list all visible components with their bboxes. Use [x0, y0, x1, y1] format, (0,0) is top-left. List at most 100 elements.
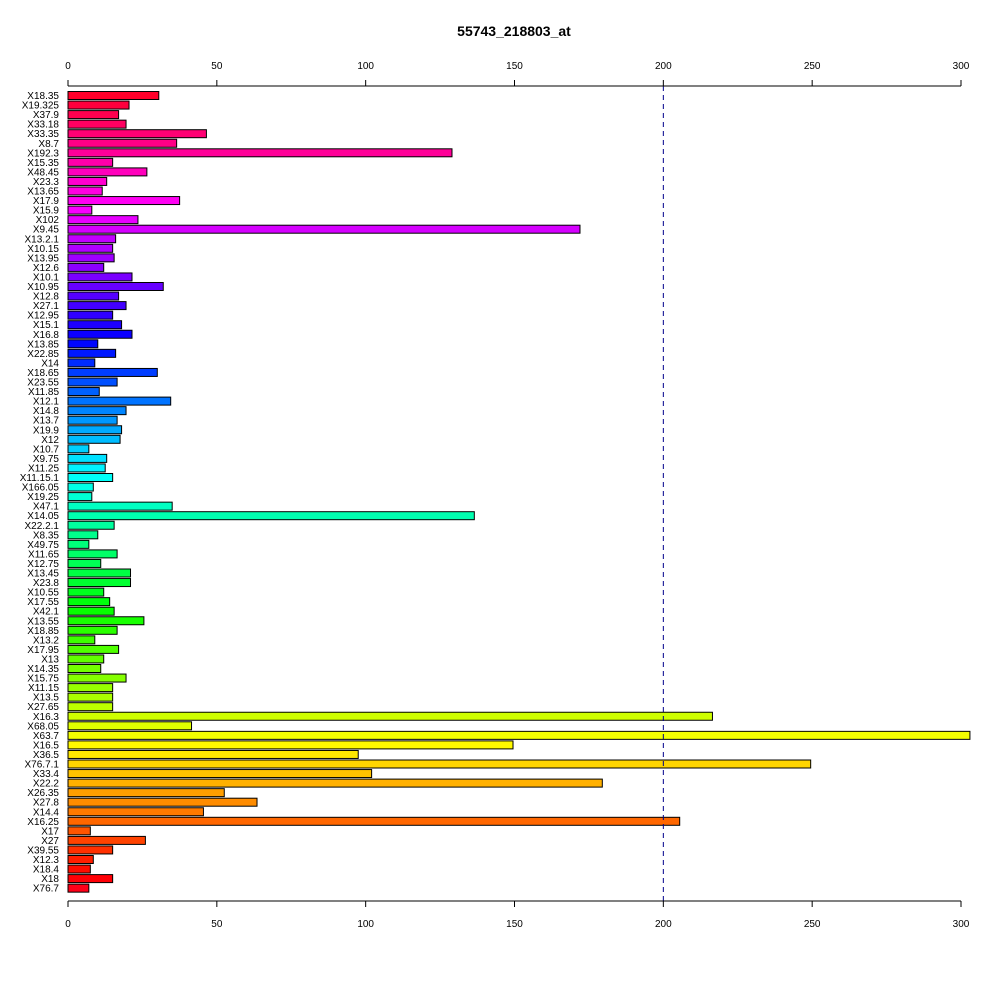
bar-X16.25 [67, 816, 681, 826]
bar-X18.35 [67, 91, 160, 100]
bar-X10.15 [67, 243, 114, 253]
bar-X48.45 [67, 167, 148, 177]
category-label: X13.55 [27, 616, 59, 627]
category-label: X23.8 [33, 578, 60, 589]
bar-X12 [67, 434, 121, 444]
category-label: X11.25 [28, 463, 59, 474]
bar-X13.65 [67, 186, 103, 196]
category-label: X47.1 [33, 502, 60, 513]
bar-X42.1 [67, 606, 115, 616]
category-label: X23.3 [33, 177, 60, 188]
category-label: X13.85 [27, 339, 59, 350]
bar-X19.9 [67, 425, 123, 435]
bar-X23.3 [67, 176, 108, 186]
bar-X12.95 [67, 310, 114, 320]
category-label: X42.1 [33, 607, 60, 618]
bar-X12.3 [67, 855, 94, 864]
category-label: X76.7.1 [25, 760, 60, 771]
bar-X13.95 [67, 253, 115, 263]
category-label: X12.75 [27, 559, 59, 570]
bar-X12.1 [67, 396, 172, 406]
category-label: X10.95 [27, 282, 59, 293]
category-label: X102 [36, 215, 60, 226]
bar-X16.8 [67, 329, 133, 339]
category-label: X49.75 [27, 540, 59, 551]
bottom-tick-label: 300 [953, 919, 970, 930]
bar-X36.5 [67, 749, 359, 759]
category-label: X18.65 [27, 368, 59, 379]
bar-X14 [67, 358, 96, 368]
category-label: X27.1 [33, 301, 60, 312]
bar-X18.4 [67, 864, 91, 874]
bar-X11.65 [67, 549, 118, 559]
category-label: X15.1 [33, 320, 60, 331]
category-label: X33.4 [33, 769, 60, 780]
bar-X11.85 [67, 387, 100, 397]
chart-title: 55743_218803_at [457, 23, 571, 39]
category-label: X14.05 [27, 511, 59, 522]
category-label: X16.3 [33, 712, 60, 723]
category-label: X15.9 [33, 206, 60, 217]
bar-X17.9 [67, 196, 181, 206]
bar-X10.1 [67, 272, 133, 282]
bar-X14.35 [67, 664, 102, 673]
top-tick-label: 100 [357, 61, 374, 72]
category-label: X166.05 [22, 483, 60, 494]
bottom-tick-label: 100 [357, 919, 374, 930]
category-label: X17.95 [27, 645, 59, 656]
category-label: X9.75 [33, 454, 60, 465]
top-tick-label: 200 [655, 61, 672, 72]
bar-X9.45 [67, 224, 581, 234]
category-label: X12.3 [33, 855, 60, 866]
category-label: X37.9 [33, 110, 60, 121]
category-label: X27 [41, 836, 59, 847]
category-label: X10.15 [27, 244, 59, 255]
bar-X26.35 [67, 788, 225, 798]
category-label: X33.35 [27, 129, 59, 140]
bar-X17.55 [67, 597, 111, 607]
category-label: X63.7 [33, 731, 60, 742]
category-label: X13.2 [33, 635, 60, 646]
category-label: X12.8 [33, 292, 60, 303]
category-label: X8.35 [33, 530, 60, 541]
bottom-tick-label: 200 [655, 919, 672, 930]
category-label: X13.2.1 [25, 234, 60, 245]
bar-X76.7.1 [67, 759, 812, 769]
category-label: X17 [41, 826, 59, 837]
category-label: X17.9 [33, 196, 60, 207]
top-tick-label: 250 [804, 61, 821, 72]
category-label: X14.35 [27, 664, 59, 675]
bar-X14.4 [67, 807, 204, 817]
bar-X13 [67, 654, 105, 664]
bar-X16.5 [67, 740, 514, 750]
category-label: X26.35 [27, 788, 59, 799]
category-label: X12.95 [27, 311, 59, 322]
category-label: X36.5 [33, 750, 60, 761]
category-label: X22.85 [27, 349, 59, 360]
category-label: X192.3 [27, 148, 59, 159]
bar-X13.7 [67, 415, 118, 425]
bar-X13.5 [67, 692, 114, 702]
category-label: X11.15 [28, 683, 59, 694]
bar-X23.8 [67, 578, 132, 588]
bar-X18.85 [67, 625, 118, 635]
category-label: X19.325 [22, 101, 60, 112]
category-label: X11.65 [28, 549, 59, 560]
category-label: X16.25 [27, 817, 59, 828]
category-label: X22.2.1 [25, 521, 60, 532]
bar-X17.95 [67, 644, 120, 654]
bar-X33.4 [67, 769, 373, 779]
category-label: X33.18 [27, 120, 59, 131]
bar-X10.95 [67, 282, 164, 291]
top-tick-label: 300 [953, 61, 970, 72]
bar-X22.2 [67, 778, 603, 788]
bar-X33.18 [67, 119, 127, 129]
bar-X37.9 [67, 110, 120, 120]
top-tick-label: 50 [211, 61, 223, 72]
category-label: X14.4 [33, 807, 60, 818]
category-label: X18 [41, 874, 59, 885]
category-label: X12.6 [33, 263, 60, 274]
category-label: X22.2 [33, 779, 60, 790]
bar-X10.7 [67, 444, 90, 454]
bar-X27 [67, 835, 146, 845]
